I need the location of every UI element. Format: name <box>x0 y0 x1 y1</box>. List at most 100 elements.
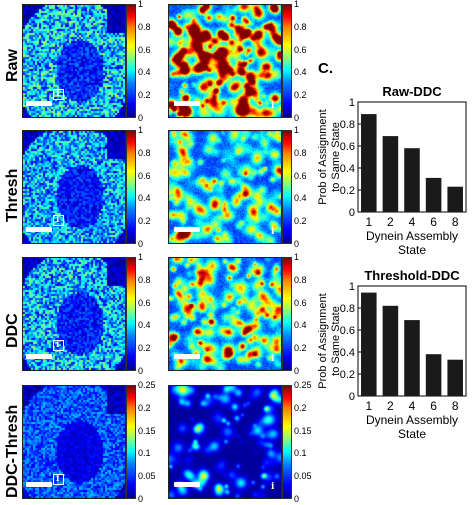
cell-speckle-canvas <box>23 258 125 370</box>
cell-speckle-canvas <box>23 386 125 498</box>
colorbar-tick-label: 1 <box>138 252 144 262</box>
colorbar-tick-label: 0.2 <box>138 402 151 413</box>
colorbar-tick-label: 0.2 <box>294 402 307 413</box>
x-tick-label: 8 <box>452 215 459 229</box>
x-tick-label: 1 <box>365 399 372 413</box>
scale-bar <box>174 482 200 487</box>
colorbar-tick-label: 0 <box>294 113 300 123</box>
colorbar-a-raw <box>126 4 136 118</box>
colorbar-tick-label: 0.6 <box>294 44 307 55</box>
y-tick-label: 0 <box>349 207 355 219</box>
colorbar-tick-label: 0.15 <box>294 425 312 436</box>
bar <box>404 148 420 212</box>
roi-box <box>53 474 64 485</box>
cell-speckle-canvas <box>23 131 125 243</box>
roi-box <box>53 89 64 100</box>
row-label-ddc-thresh: DDC-Thresh <box>4 404 21 498</box>
colorbar-tick-label: 0.2 <box>138 90 151 101</box>
y-axis-label-line: to Same State <box>330 122 342 192</box>
zoom-image-thresh: i <box>168 130 282 244</box>
y-axis-label: Prob of Assignment to Same State <box>317 293 342 388</box>
zoom-blob-canvas <box>169 258 281 370</box>
colorbar-tick-label: 0.2 <box>294 343 307 354</box>
colorbar-tick-label: 0.8 <box>138 274 151 285</box>
colorbar-tick-label: 0.6 <box>138 170 151 181</box>
scale-bar <box>26 354 52 359</box>
colorbar-tick-label: 0.4 <box>294 193 307 204</box>
zoom-image-ddc-thresh: i <box>168 385 282 499</box>
y-tick-label: 0.8 <box>340 119 355 131</box>
colorbar-tick-label: 0.2 <box>138 216 151 227</box>
y-axis-label-line: Prob of Assignment <box>317 109 329 204</box>
colorbar-tick-label: 0.4 <box>294 67 307 78</box>
colorbar-tick-label: 0.25 <box>294 380 312 390</box>
colorbar-tick-label: 0 <box>138 494 144 504</box>
x-tick-label: 2 <box>387 399 394 413</box>
roi-mark: i <box>56 89 60 99</box>
y-tick-label: 0.8 <box>340 303 355 315</box>
roi-mark: i <box>271 101 275 111</box>
y-axis-label-line: Prob of Assignment <box>317 293 329 388</box>
colorbar-tick-label: 0.6 <box>138 297 151 308</box>
colorbar-tick-label: 1 <box>138 0 144 9</box>
scale-bar <box>26 101 52 106</box>
colorbar-tick-label: 0.4 <box>138 193 151 204</box>
panel-c-letter: C. <box>318 60 333 77</box>
colorbar-tick-label: 0.6 <box>294 297 307 308</box>
cell-image-raw: i <box>22 4 126 118</box>
y-tick-label: 0.4 <box>340 163 355 175</box>
y-tick-label: 0 <box>349 391 355 403</box>
row-label-raw: Raw <box>4 49 21 82</box>
scale-bar <box>174 354 200 359</box>
roi-mark: i <box>56 340 60 350</box>
cell-image-thresh: i <box>22 130 126 244</box>
x-tick-label: 4 <box>409 399 416 413</box>
colorbar-tick-label: 0 <box>138 366 144 376</box>
x-axis-label-line1: Dynein Assembly <box>366 413 458 427</box>
colorbar-a-thresh <box>126 130 136 244</box>
colorbar-b-raw <box>282 4 292 118</box>
cell-speckle-canvas <box>23 5 125 117</box>
roi-mark: i <box>271 227 275 237</box>
cell-image-ddc-thresh: i <box>22 385 126 499</box>
colorbar-b-ddc-thresh <box>282 385 292 499</box>
colorbar-tick-label: 1 <box>138 125 144 135</box>
bar <box>425 354 442 396</box>
zoom-image-ddc: i <box>168 257 282 371</box>
y-axis-label-line: to Same State <box>330 306 342 376</box>
bar <box>425 177 442 212</box>
colorbar-tick-label: 0.2 <box>294 90 307 101</box>
bar <box>447 359 463 396</box>
roi-box <box>53 215 64 226</box>
cell-image-ddc: i <box>22 257 126 371</box>
zoom-blob-canvas <box>169 386 281 498</box>
colorbar-tick-label: 0.1 <box>294 448 307 459</box>
y-axis-label: Prob of Assignment to Same State <box>317 109 342 204</box>
chart-title: Raw-DDC <box>382 84 442 99</box>
colorbar-b-ddc <box>282 257 292 371</box>
x-tick-label: 4 <box>409 215 416 229</box>
chart-title: Threshold-DDC <box>364 268 460 283</box>
scale-bar <box>26 482 52 487</box>
roi-box <box>53 340 64 351</box>
bar <box>361 292 377 396</box>
x-tick-label: 8 <box>452 399 459 413</box>
colorbar-tick-label: 1 <box>294 0 300 9</box>
colorbar-tick-label: 1 <box>294 125 300 135</box>
x-tick-label: 2 <box>387 215 394 229</box>
colorbar-tick-label: 0.05 <box>294 471 312 482</box>
bar <box>361 114 377 212</box>
colorbar-tick-label: 0 <box>294 494 300 504</box>
colorbar-tick-label: 0.4 <box>138 67 151 78</box>
x-axis-label-line2: State <box>398 427 426 441</box>
colorbar-tick-label: 0.8 <box>294 274 307 285</box>
colorbar-tick-label: 0.8 <box>294 147 307 158</box>
bar <box>447 186 463 212</box>
roi-mark: i <box>271 354 275 364</box>
bar <box>404 320 420 396</box>
scale-bar <box>174 101 200 106</box>
colorbar-tick-label: 0.1 <box>138 448 151 459</box>
colorbar-tick-label: 0.4 <box>294 320 307 331</box>
